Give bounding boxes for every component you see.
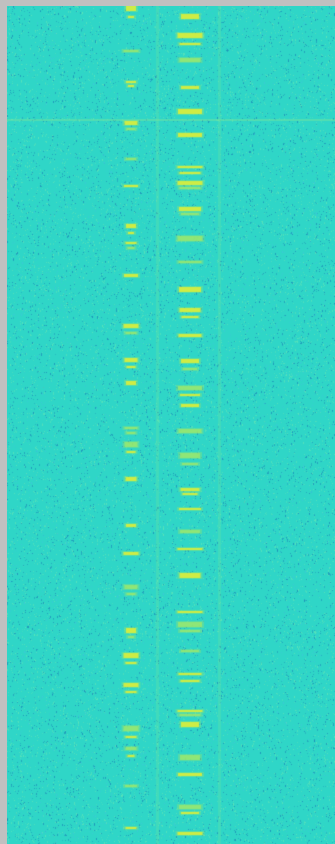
top-border xyxy=(0,0,335,6)
left-border xyxy=(0,0,7,844)
waterfall-canvas[interactable] xyxy=(7,6,335,844)
spectrogram-waterfall[interactable] xyxy=(7,6,335,844)
